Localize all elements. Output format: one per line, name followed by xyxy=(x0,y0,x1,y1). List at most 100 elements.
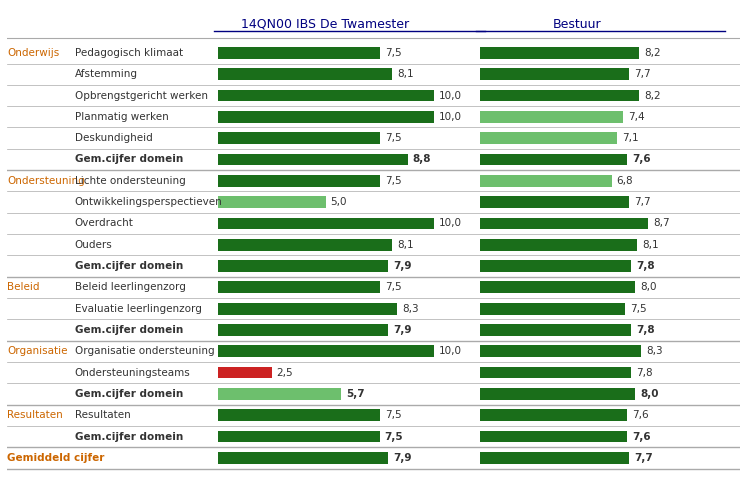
Bar xyxy=(217,260,388,272)
Text: Evaluatie leerlingenzorg: Evaluatie leerlingenzorg xyxy=(75,303,202,314)
Text: 8,0: 8,0 xyxy=(640,282,657,292)
Bar xyxy=(217,452,388,464)
Text: 7,5: 7,5 xyxy=(385,133,401,143)
Text: 7,8: 7,8 xyxy=(636,325,654,335)
Text: Ondersteuningsteams: Ondersteuningsteams xyxy=(75,367,190,378)
Text: 7,6: 7,6 xyxy=(632,410,649,420)
Text: 7,5: 7,5 xyxy=(385,432,403,441)
Text: 8,1: 8,1 xyxy=(397,240,415,250)
Text: 10,0: 10,0 xyxy=(438,218,462,228)
Text: 7,6: 7,6 xyxy=(632,432,651,441)
Text: 5,0: 5,0 xyxy=(331,197,347,207)
Bar xyxy=(217,153,408,166)
Bar xyxy=(480,90,639,101)
Bar xyxy=(480,346,641,357)
Text: 7,7: 7,7 xyxy=(634,69,651,79)
Text: Ondersteuning: Ondersteuning xyxy=(7,176,85,186)
Bar xyxy=(217,388,341,400)
Bar xyxy=(480,452,629,464)
Bar xyxy=(217,217,433,229)
Bar xyxy=(480,132,617,144)
Bar xyxy=(480,239,636,251)
Text: 7,7: 7,7 xyxy=(634,453,653,463)
Text: 7,9: 7,9 xyxy=(394,261,412,271)
Bar xyxy=(217,303,397,315)
Bar xyxy=(217,175,379,187)
Text: Opbrengstgericht werken: Opbrengstgericht werken xyxy=(75,91,208,101)
Bar xyxy=(217,90,433,101)
Bar xyxy=(480,153,627,166)
Bar xyxy=(217,111,433,122)
Text: 10,0: 10,0 xyxy=(438,112,462,122)
Text: 7,1: 7,1 xyxy=(622,133,639,143)
Bar xyxy=(217,346,433,357)
Text: 7,5: 7,5 xyxy=(385,282,401,292)
Text: 7,9: 7,9 xyxy=(394,325,412,335)
Text: Beleid leerlingenzorg: Beleid leerlingenzorg xyxy=(75,282,186,292)
Text: 8,3: 8,3 xyxy=(402,303,418,314)
Text: Pedagogisch klimaat: Pedagogisch klimaat xyxy=(75,48,183,58)
Bar xyxy=(480,175,612,187)
Text: 7,7: 7,7 xyxy=(634,197,651,207)
Text: 2,5: 2,5 xyxy=(276,367,294,378)
Text: 7,4: 7,4 xyxy=(628,112,645,122)
Bar xyxy=(217,196,326,208)
Bar xyxy=(217,132,379,144)
Bar xyxy=(480,260,631,272)
Bar xyxy=(217,47,379,59)
Text: 10,0: 10,0 xyxy=(438,346,462,356)
Text: 8,8: 8,8 xyxy=(413,154,431,165)
Text: 7,6: 7,6 xyxy=(632,154,651,165)
Text: 8,7: 8,7 xyxy=(654,218,670,228)
Bar xyxy=(480,217,648,229)
Bar xyxy=(480,196,629,208)
Text: 7,8: 7,8 xyxy=(636,261,654,271)
Text: Gem.cijfer domein: Gem.cijfer domein xyxy=(75,389,183,399)
Text: 8,3: 8,3 xyxy=(646,346,663,356)
Text: Resultaten: Resultaten xyxy=(75,410,131,420)
Text: Organisatie: Organisatie xyxy=(7,346,68,356)
Text: Organisatie ondersteuning: Organisatie ondersteuning xyxy=(75,346,214,356)
Text: Ouders: Ouders xyxy=(75,240,113,250)
Text: Deskundigheid: Deskundigheid xyxy=(75,133,152,143)
Text: 7,8: 7,8 xyxy=(636,367,653,378)
Text: 10,0: 10,0 xyxy=(438,91,462,101)
Text: 8,1: 8,1 xyxy=(642,240,659,250)
Text: Gem.cijfer domein: Gem.cijfer domein xyxy=(75,261,183,271)
Text: 7,5: 7,5 xyxy=(385,48,401,58)
Bar xyxy=(480,388,635,400)
Bar xyxy=(217,367,272,378)
Text: 14QN00 IBS De Twamester: 14QN00 IBS De Twamester xyxy=(241,17,409,30)
Text: Bestuur: Bestuur xyxy=(552,17,601,30)
Bar xyxy=(480,303,625,315)
Text: 8,0: 8,0 xyxy=(640,389,658,399)
Bar xyxy=(480,409,627,421)
Text: 7,9: 7,9 xyxy=(394,453,412,463)
Bar xyxy=(217,68,392,80)
Text: Gemiddeld cijfer: Gemiddeld cijfer xyxy=(7,453,105,463)
Text: 6,8: 6,8 xyxy=(617,176,633,186)
Text: Onderwijs: Onderwijs xyxy=(7,48,60,58)
Text: Overdracht: Overdracht xyxy=(75,218,134,228)
Text: Lichte ondersteuning: Lichte ondersteuning xyxy=(75,176,185,186)
Text: Gem.cijfer domein: Gem.cijfer domein xyxy=(75,432,183,441)
Bar xyxy=(480,367,631,378)
Text: 8,2: 8,2 xyxy=(644,91,660,101)
Bar xyxy=(217,409,379,421)
Bar xyxy=(480,47,639,59)
Text: Planmatig werken: Planmatig werken xyxy=(75,112,169,122)
Text: 7,5: 7,5 xyxy=(630,303,647,314)
Bar xyxy=(480,68,629,80)
Text: Ontwikkelingsperspectieven: Ontwikkelingsperspectieven xyxy=(75,197,223,207)
Text: Afstemming: Afstemming xyxy=(75,69,137,79)
Text: 7,5: 7,5 xyxy=(385,410,401,420)
Text: 8,1: 8,1 xyxy=(397,69,415,79)
Text: Beleid: Beleid xyxy=(7,282,40,292)
Bar xyxy=(480,324,631,336)
Bar xyxy=(480,431,627,442)
Text: Gem.cijfer domein: Gem.cijfer domein xyxy=(75,325,183,335)
Text: Resultaten: Resultaten xyxy=(7,410,63,420)
Text: 5,7: 5,7 xyxy=(346,389,365,399)
Bar xyxy=(217,239,392,251)
Bar xyxy=(217,431,379,442)
